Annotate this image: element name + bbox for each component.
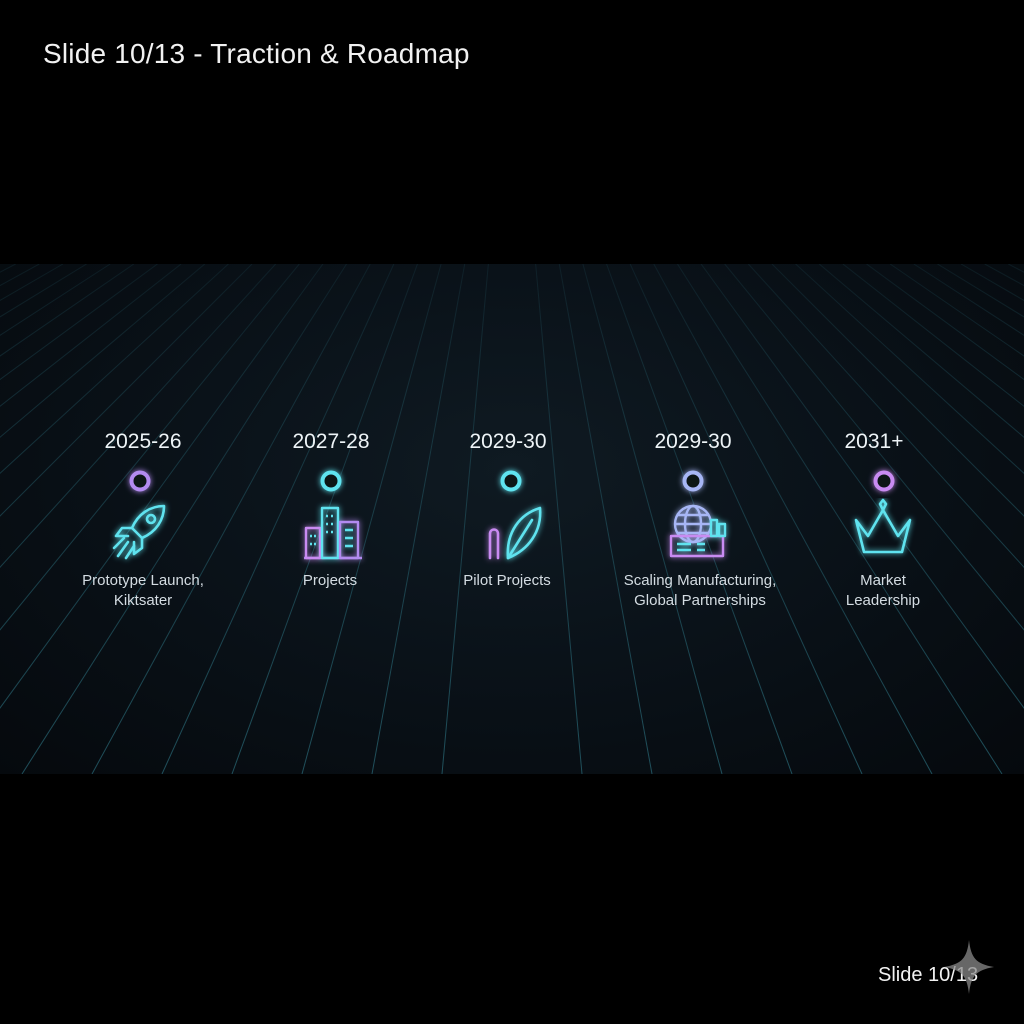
sparkle-icon bbox=[944, 940, 994, 994]
milestone-label: Pilot Projects bbox=[412, 571, 602, 591]
slide-title: Slide 10/13 - Traction & Roadmap bbox=[43, 38, 470, 69]
milestone-year: 2027-28 bbox=[292, 430, 370, 453]
timeline-node bbox=[682, 470, 704, 492]
milestone-year: 2031+ bbox=[844, 430, 904, 453]
milestone-label: Prototype Launch, Kiktsater bbox=[48, 571, 238, 611]
timeline-node bbox=[500, 470, 522, 492]
slide-footer: Slide 10/13 bbox=[878, 964, 979, 986]
timeline-node bbox=[320, 470, 342, 492]
grid-lines bbox=[0, 264, 1024, 774]
milestone-year: 2025-26 bbox=[104, 430, 182, 453]
perspective-grid-background bbox=[0, 264, 1024, 774]
milestone-label-line: Pilot Projects bbox=[463, 572, 551, 589]
city-buildings-icon bbox=[304, 506, 362, 560]
milestone-label-line: Leadership bbox=[845, 592, 921, 609]
globe-factory-icon bbox=[669, 504, 727, 558]
milestone-label-line: Prototype Launch, bbox=[82, 572, 204, 589]
milestone-label-line: Kiktsater bbox=[113, 592, 173, 609]
milestone-label-line: Global Partnerships bbox=[634, 592, 766, 609]
milestone-label-line: Scaling Manufacturing, bbox=[623, 572, 777, 589]
milestone-label-line: Market bbox=[860, 572, 906, 589]
milestone-year: 2029-30 bbox=[654, 430, 732, 453]
milestone-label: Projects bbox=[235, 571, 425, 591]
milestone-label: Market Leadership bbox=[788, 571, 978, 611]
milestone-label: Scaling Manufacturing, Global Partnershi… bbox=[605, 571, 795, 611]
crown-icon bbox=[854, 498, 912, 554]
milestone-year: 2029-30 bbox=[469, 430, 547, 453]
milestone-label-line: Projects bbox=[302, 572, 358, 589]
timeline-node bbox=[129, 470, 151, 492]
timeline-node bbox=[873, 470, 895, 492]
rocket-icon bbox=[112, 504, 166, 560]
leaf-icon bbox=[488, 506, 542, 560]
